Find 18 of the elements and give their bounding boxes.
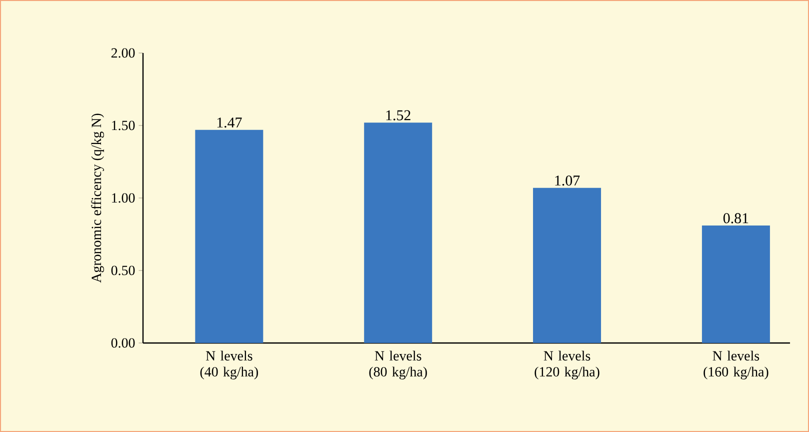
y-tick-label: 1.50 <box>112 120 135 130</box>
y-tick-label: 0.50 <box>111 266 135 276</box>
x-tick-label: N levels (40 kg/ha) <box>200 350 258 380</box>
data-label: 1.52 <box>386 110 410 120</box>
data-label: 1.07 <box>555 175 580 186</box>
bar <box>364 122 432 343</box>
y-tick-label: 1.00 <box>112 193 135 203</box>
bar <box>195 130 264 343</box>
y-tick-label: 0.00 <box>111 338 135 348</box>
bar <box>533 188 602 343</box>
x-tick-label: N levels (80 kg/ha) <box>369 350 427 380</box>
bar <box>702 226 770 343</box>
x-tick-label: N levels (120 kg/ha) <box>534 350 600 380</box>
y-tick-label: 2.00 <box>111 48 135 58</box>
x-tick-label: N levels (160 kg/ha) <box>704 350 768 380</box>
data-label: 0.81 <box>723 213 748 224</box>
data-label: 1.47 <box>217 118 242 128</box>
y-axis-title: Agronomic efficency (q/kg N) <box>91 114 104 283</box>
